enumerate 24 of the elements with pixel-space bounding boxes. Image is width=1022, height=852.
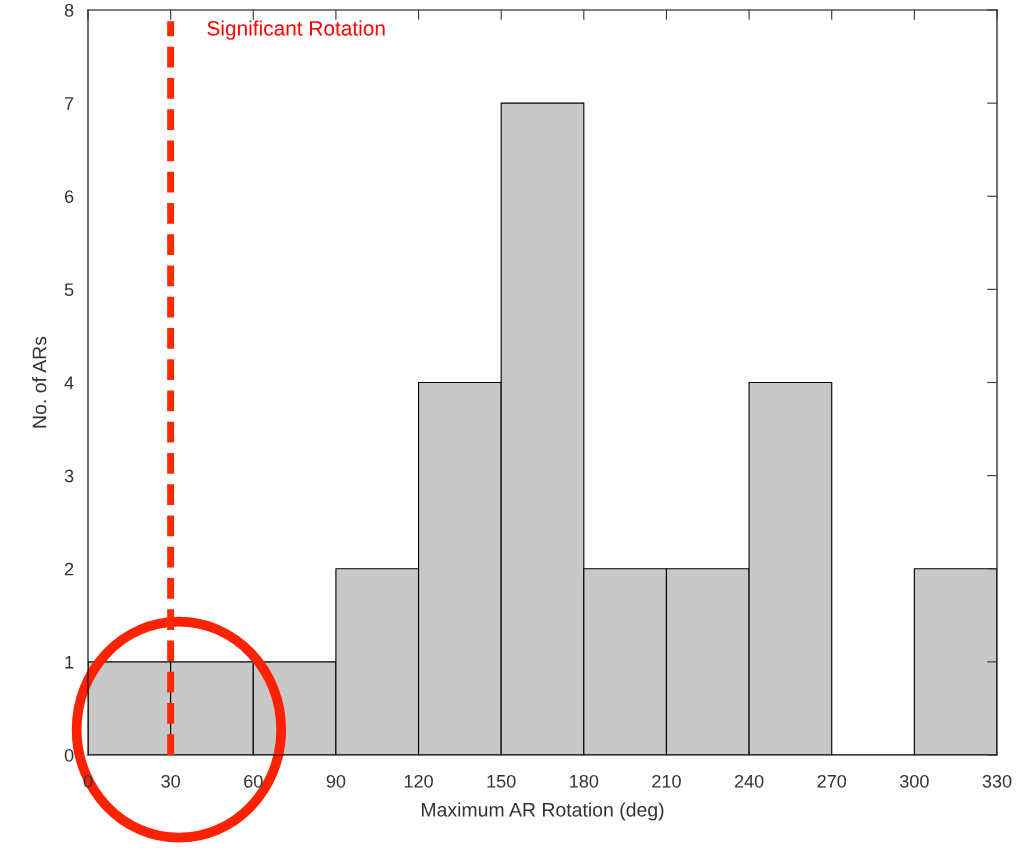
y-tick-label: 7 (65, 97, 74, 110)
y-axis-title: No. of ARs (32, 336, 47, 428)
y-tick-label: 6 (64, 190, 74, 203)
x-tick-label: 270 (817, 774, 847, 788)
x-tick-label: 330 (982, 774, 1012, 788)
ref-line-label: Significant Rotation (207, 20, 385, 40)
x-tick-label: 210 (652, 774, 681, 788)
y-tick-label: 2 (64, 562, 74, 576)
x-tick-label: 300 (899, 774, 929, 788)
x-axis-title: Maximum AR Rotation (deg) (421, 802, 664, 821)
x-tick-label: 0 (83, 774, 93, 788)
y-tick-label: 5 (64, 283, 74, 297)
x-tick-label: 150 (487, 774, 516, 788)
x-tick-label: 180 (570, 774, 599, 788)
y-tick-label: 0 (64, 748, 74, 762)
y-tick-label: 1 (65, 656, 74, 669)
y-tick-label: 4 (64, 376, 74, 390)
x-tick-label: 90 (326, 774, 346, 788)
y-tick-label: 3 (64, 469, 74, 483)
x-tick-label: 60 (244, 774, 263, 788)
x-tick-label: 30 (161, 774, 180, 788)
x-tick-label: 120 (404, 774, 433, 788)
x-tick-label: 240 (734, 774, 764, 788)
y-tick-label: 8 (64, 3, 74, 17)
